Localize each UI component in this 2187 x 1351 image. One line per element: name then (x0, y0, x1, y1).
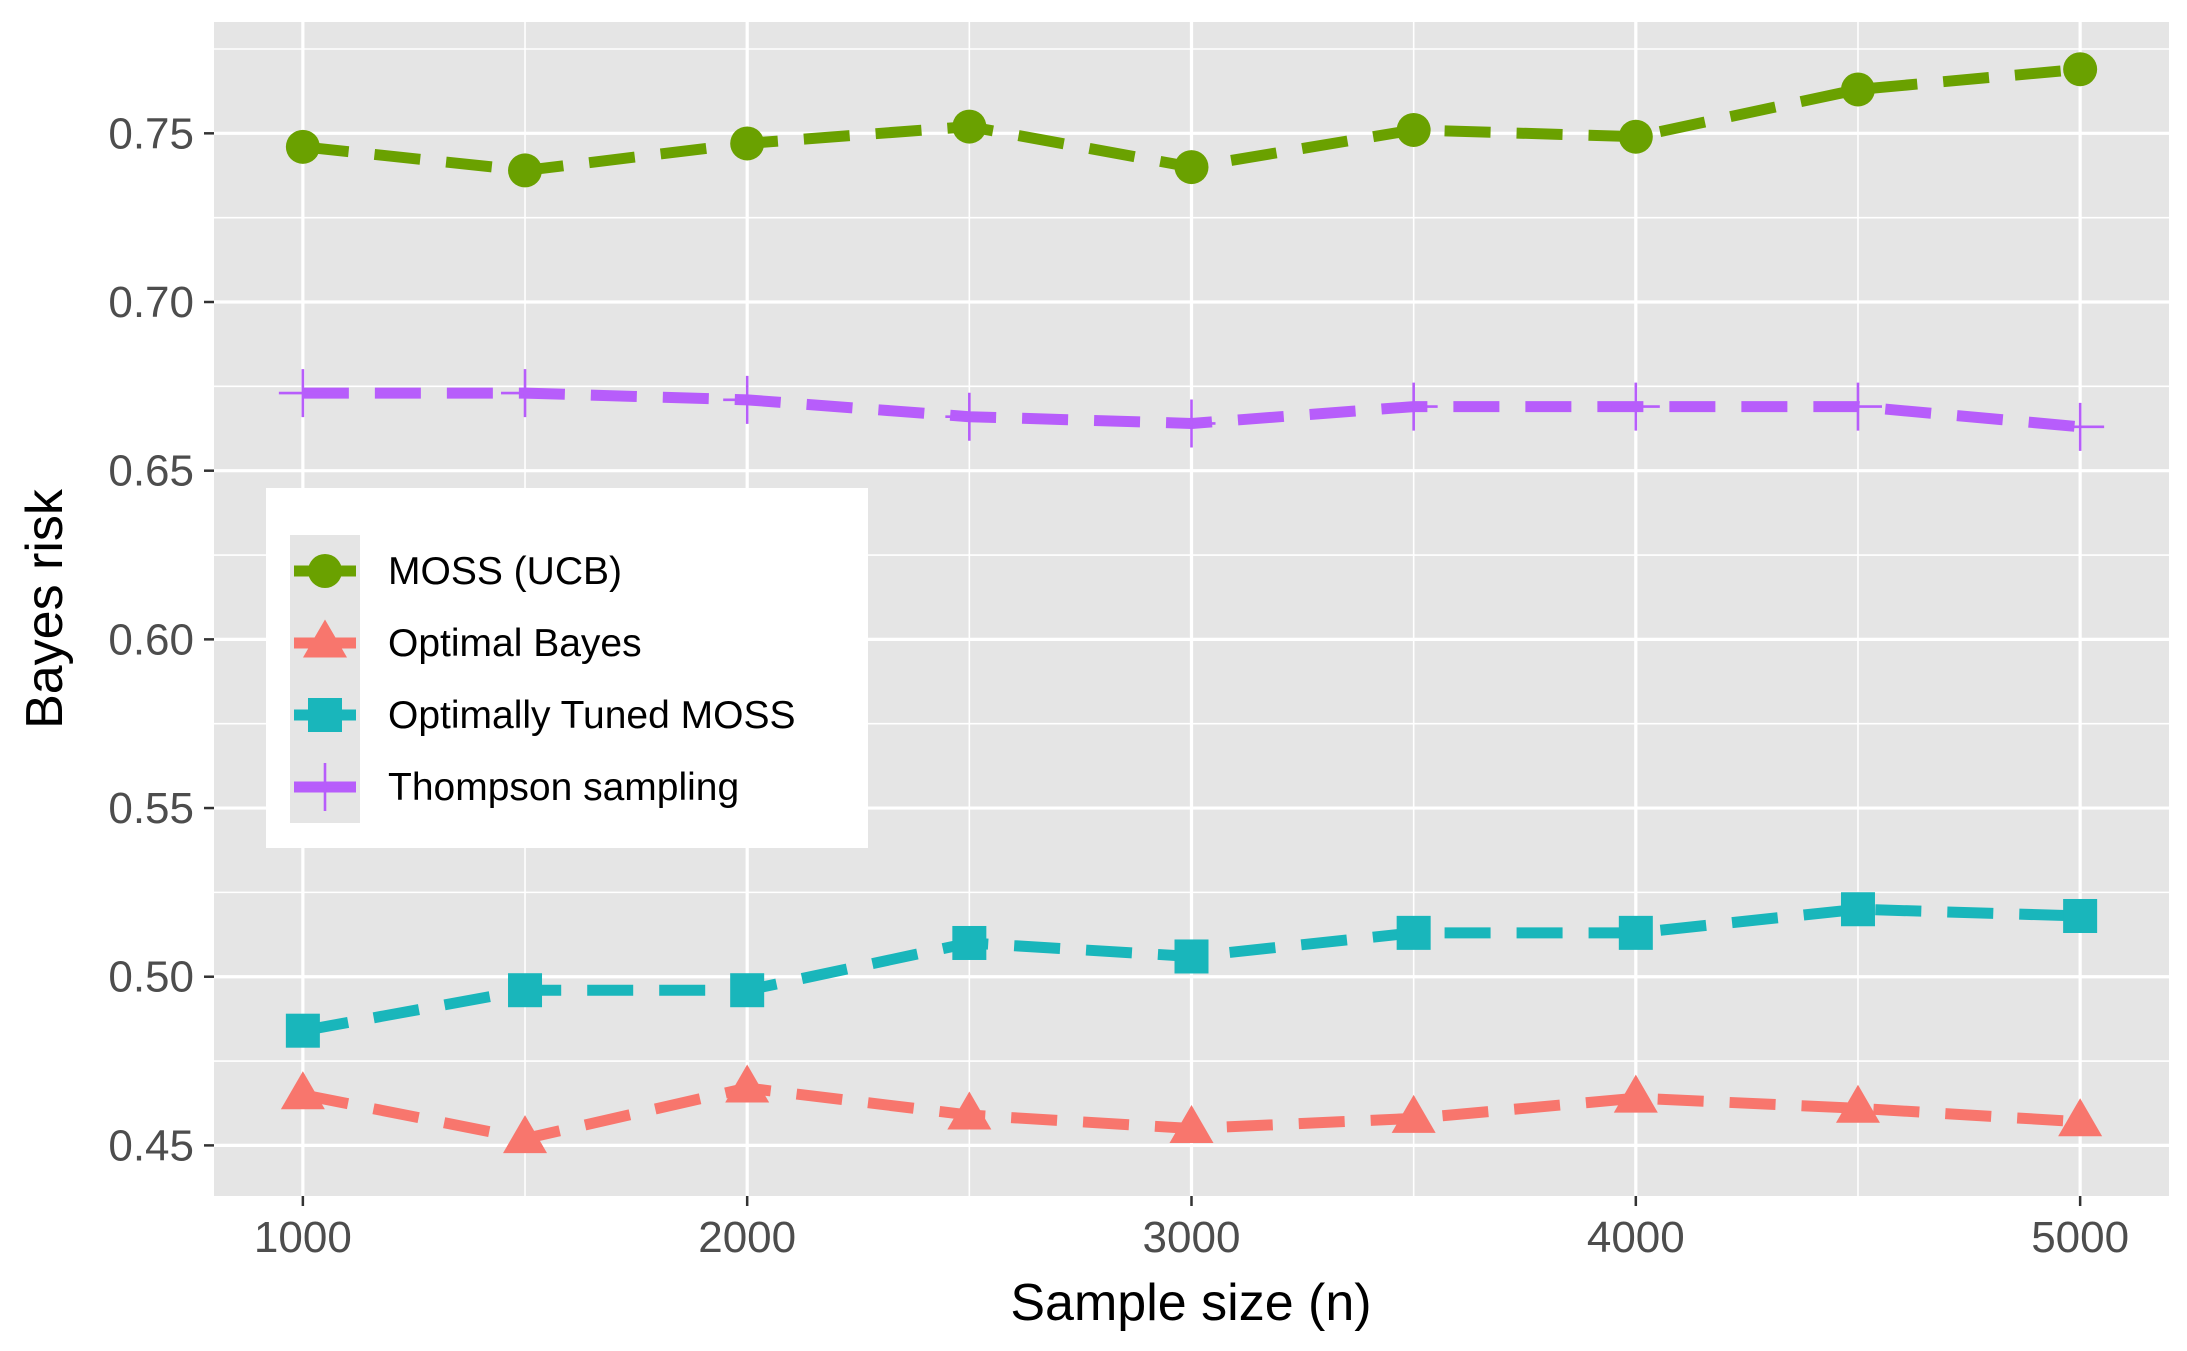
y-tick-label: 0.60 (108, 615, 194, 664)
legend: MOSS (UCB) Optimal Bayes Optimally Tuned M… (266, 488, 868, 848)
data-point (1833, 382, 1882, 431)
x-tick-label: 2000 (698, 1213, 796, 1262)
data-point (1396, 112, 1431, 147)
data-point (1174, 150, 1209, 185)
data-point (1167, 399, 1216, 448)
y-tick-label: 0.70 (108, 278, 194, 327)
x-axis-title: Sample size (n) (1010, 1274, 1371, 1332)
legend-key-marker (301, 763, 349, 811)
legend-label: Optimal Bayes (388, 622, 642, 665)
data-point (2058, 1098, 2103, 1137)
x-tick-label: 4000 (1587, 1213, 1685, 1262)
data-point (508, 973, 543, 1008)
legend-key-marker (308, 554, 342, 588)
data-point (2063, 52, 2098, 87)
legend-key-marker (308, 698, 342, 732)
data-point (285, 1013, 320, 1048)
data-point (725, 1064, 770, 1103)
y-axis-title: Bayes risk (16, 488, 74, 729)
series-markers (278, 52, 2105, 1154)
data-point (1840, 72, 1875, 107)
data-point (280, 1071, 325, 1110)
data-point (1840, 892, 1875, 927)
data-point (730, 973, 765, 1008)
legend-label: Optimally Tuned MOSS (388, 694, 795, 737)
data-point (1613, 1074, 1658, 1113)
data-point (1174, 939, 1209, 974)
data-point (285, 129, 320, 164)
data-point (945, 392, 994, 441)
y-axis: 0.45 0.50 0.55 0.60 0.65 0.70 0.75 (108, 109, 214, 1170)
legend-box (266, 488, 868, 848)
data-point (2063, 898, 2098, 933)
data-point (501, 369, 550, 418)
data-point (952, 109, 987, 144)
data-point (1618, 119, 1653, 154)
data-point (2056, 402, 2105, 451)
x-axis: 1000 2000 3000 4000 5000 (254, 1196, 2129, 1262)
data-point (278, 369, 327, 418)
data-point (723, 375, 772, 424)
data-point (508, 153, 543, 188)
data-point (1389, 382, 1438, 431)
data-point (1169, 1104, 1214, 1143)
data-point (1391, 1094, 1436, 1133)
data-point (952, 925, 987, 960)
legend-label: Thompson sampling (388, 766, 739, 809)
data-point (1835, 1084, 1880, 1123)
x-tick-label: 1000 (254, 1213, 352, 1262)
data-point (1611, 382, 1660, 431)
data-point (1618, 915, 1653, 950)
data-point (730, 126, 765, 161)
legend-label: MOSS (UCB) (388, 550, 622, 593)
y-tick-label: 0.75 (108, 109, 194, 158)
x-tick-label: 3000 (1143, 1213, 1241, 1262)
data-point (1396, 915, 1431, 950)
legend-key-marker (303, 619, 347, 658)
y-tick-label: 0.65 (108, 447, 194, 496)
data-point (947, 1091, 992, 1130)
y-tick-label: 0.50 (108, 953, 194, 1002)
y-tick-label: 0.55 (108, 784, 194, 833)
data-point (503, 1115, 548, 1154)
y-tick-label: 0.45 (108, 1121, 194, 1170)
x-tick-label: 5000 (2031, 1213, 2129, 1262)
